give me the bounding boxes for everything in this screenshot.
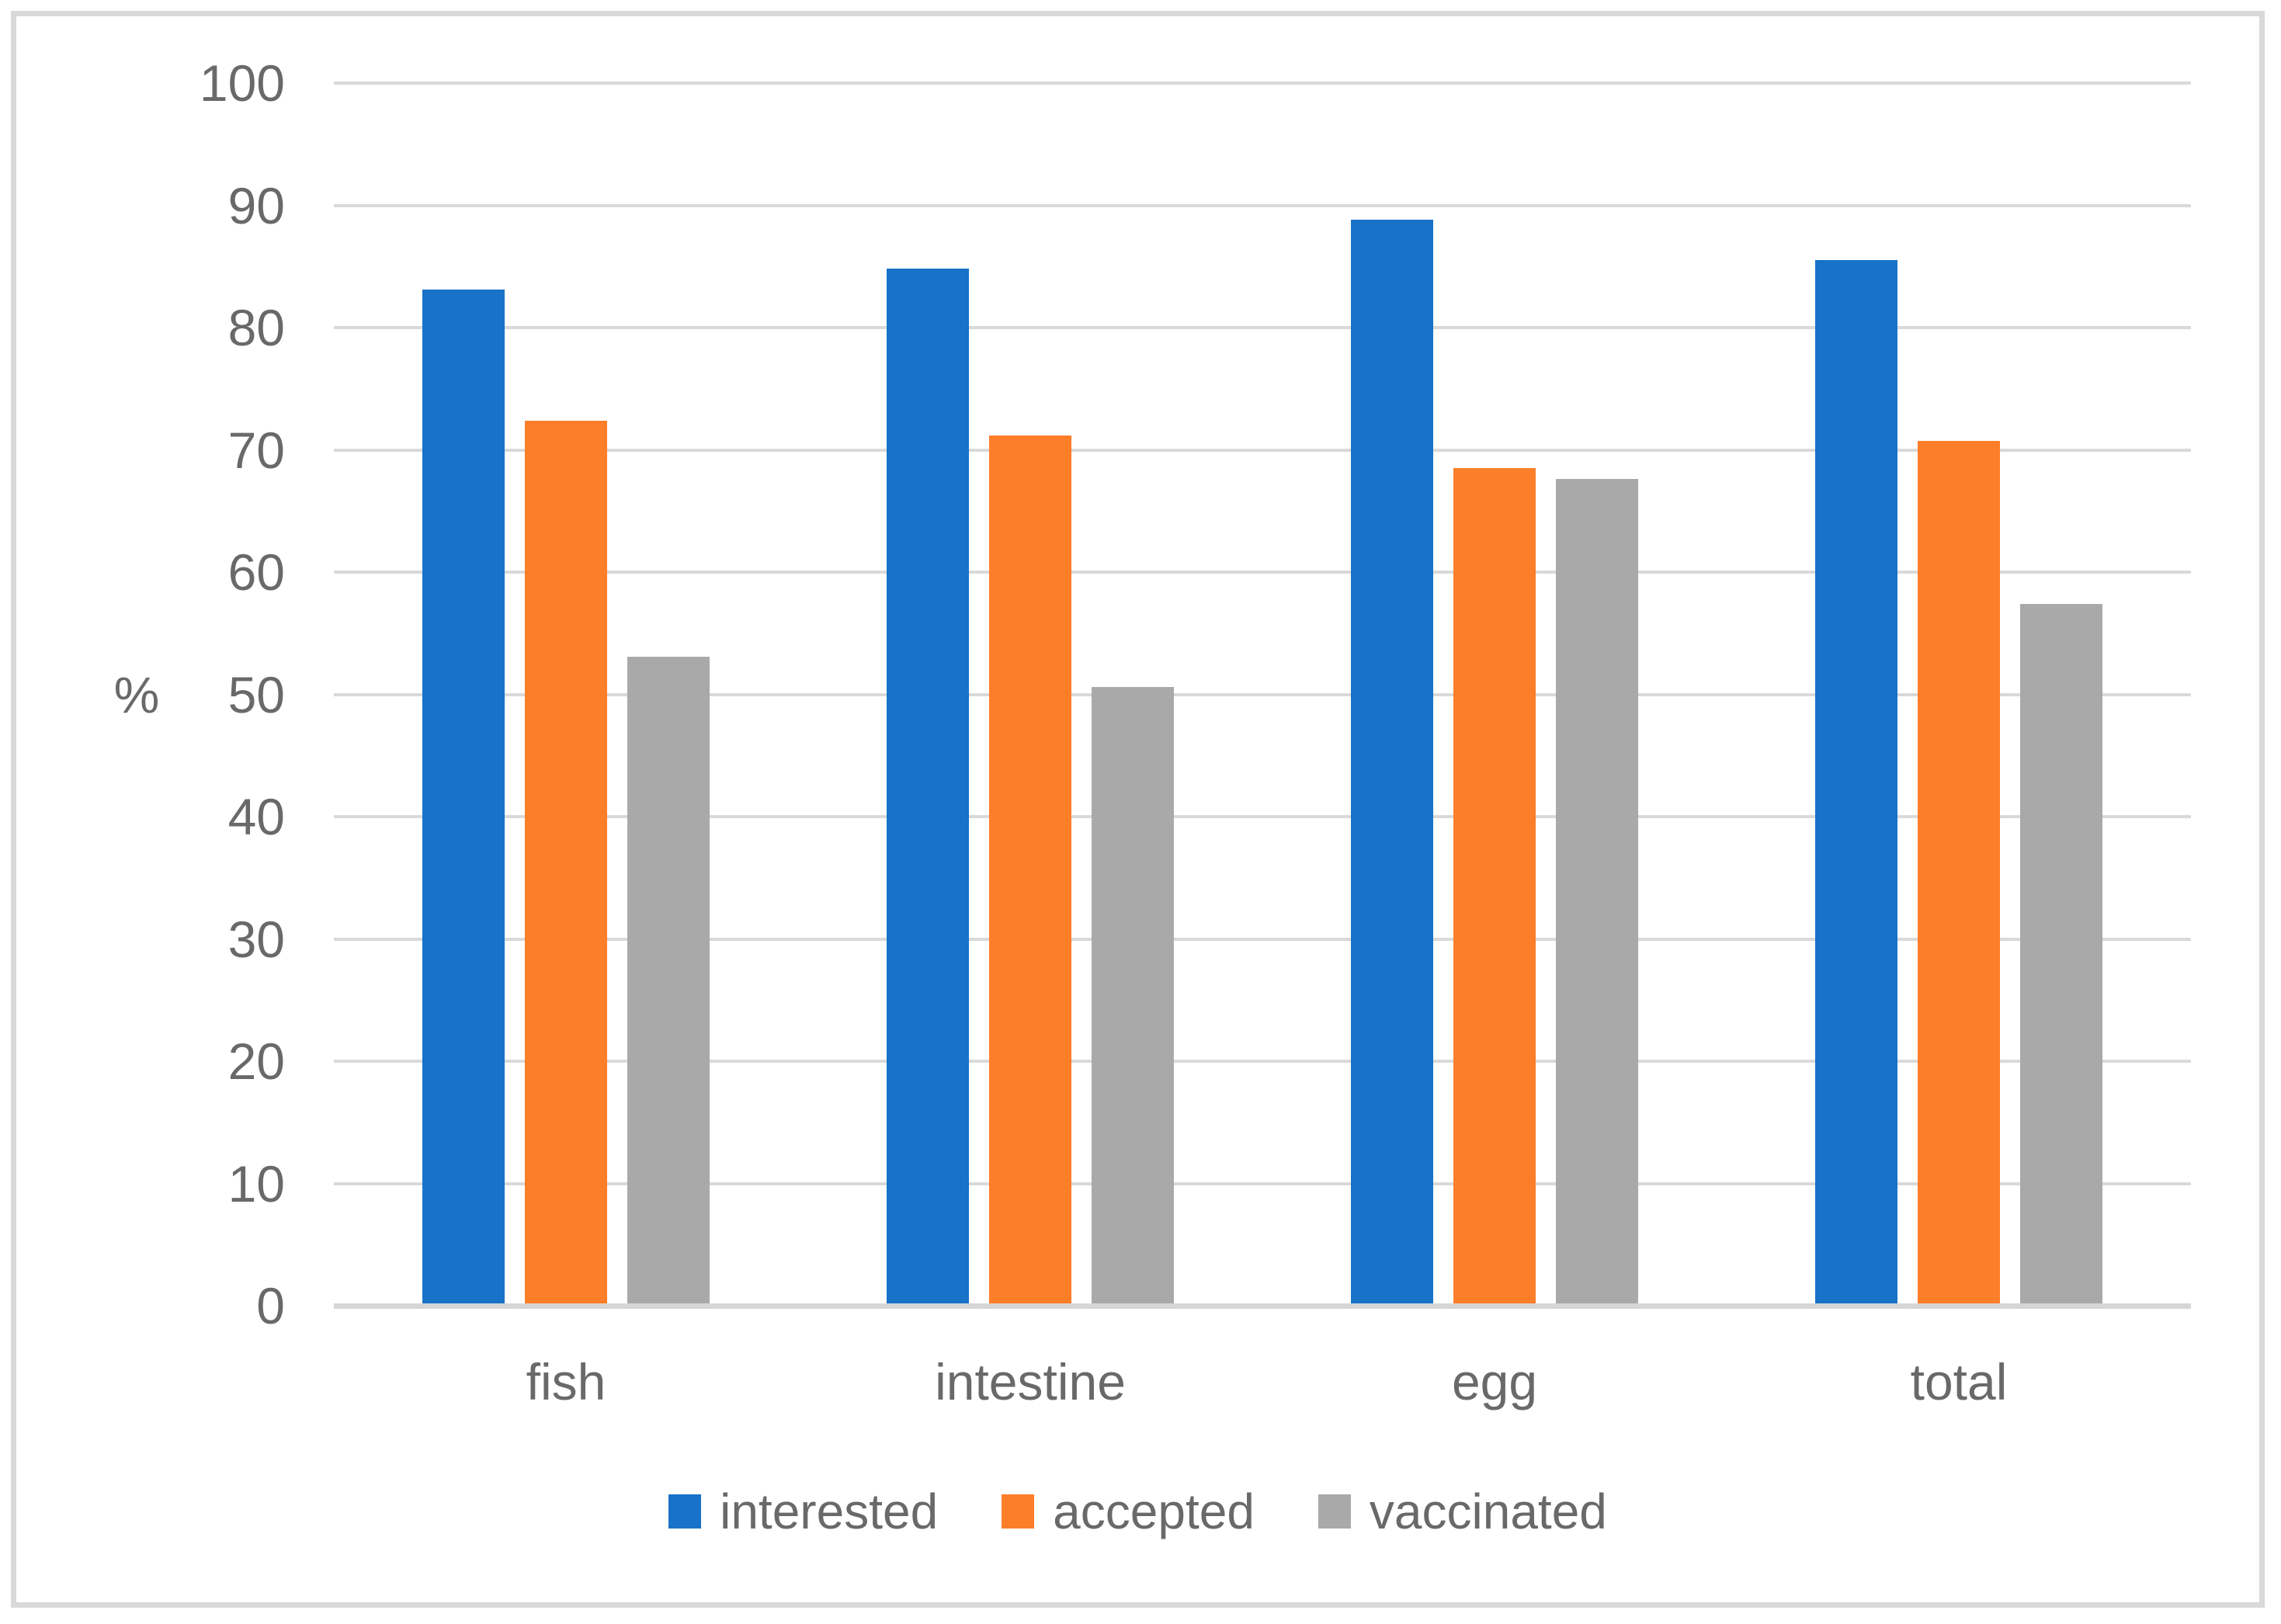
legend-swatch-accepted <box>1002 1494 1035 1529</box>
x-category-label-egg: egg <box>1451 1353 1538 1411</box>
y-tick-label-30: 30 <box>227 910 285 968</box>
gridline-10 <box>334 1182 2191 1185</box>
bar-fish-interested <box>422 290 505 1306</box>
y-tick-label-10: 10 <box>227 1154 285 1213</box>
legend-swatch-vaccinated <box>1318 1494 1351 1529</box>
bar-egg-interested <box>1351 220 1433 1306</box>
bar-egg-accepted <box>1453 468 1536 1306</box>
y-tick-label-0: 0 <box>256 1277 285 1334</box>
bar-intestine-vaccinated <box>1092 687 1174 1306</box>
y-tick-label-90: 90 <box>227 176 285 234</box>
y-tick-label-60: 60 <box>227 543 285 601</box>
gridline-40 <box>334 815 2191 818</box>
legend-swatch-interested <box>668 1494 702 1529</box>
gridline-70 <box>334 448 2191 452</box>
legend: interested accepted vaccinated <box>16 1484 2259 1539</box>
x-category-label-fish: fish <box>526 1353 606 1411</box>
legend-label-accepted: accepted <box>1053 1483 1255 1539</box>
gridline-80 <box>334 326 2191 329</box>
gridline-20 <box>334 1060 2191 1063</box>
legend-item-accepted: accepted <box>1002 1484 1255 1539</box>
x-category-label-total: total <box>1910 1353 2008 1411</box>
y-axis-title: % <box>113 665 160 724</box>
bar-intestine-accepted <box>989 435 1071 1306</box>
gridline-50 <box>334 692 2191 696</box>
gridline-60 <box>334 571 2191 574</box>
x-axis-line <box>334 1303 2191 1309</box>
bar-total-vaccinated <box>2020 603 2102 1306</box>
plot-area <box>334 82 2191 1306</box>
y-tick-label-40: 40 <box>227 788 285 845</box>
gridline-100 <box>334 82 2191 85</box>
bar-egg-vaccinated <box>1556 479 1638 1306</box>
gridline-90 <box>334 203 2191 207</box>
bar-total-accepted <box>1918 441 2000 1306</box>
bar-fish-vaccinated <box>627 656 710 1306</box>
bar-fish-accepted <box>525 420 607 1306</box>
y-tick-label-80: 80 <box>227 299 285 356</box>
bar-total-interested <box>1815 260 1897 1306</box>
legend-item-interested: interested <box>668 1484 938 1539</box>
bar-intestine-interested <box>887 269 969 1306</box>
legend-label-interested: interested <box>720 1483 939 1539</box>
legend-item-vaccinated: vaccinated <box>1318 1484 1607 1539</box>
legend-label-vaccinated: vaccinated <box>1369 1483 1607 1539</box>
y-tick-label-100: 100 <box>199 54 285 112</box>
x-category-label-intestine: intestine <box>935 1353 1126 1411</box>
y-tick-label-20: 20 <box>227 1032 285 1090</box>
chart-border: 0 10 20 30 40 50 60 70 80 90 100 % fish intestine eg… <box>11 11 2265 1608</box>
gridline-30 <box>334 937 2191 941</box>
y-tick-label-70: 70 <box>227 421 285 479</box>
y-tick-label-50: 50 <box>227 665 285 724</box>
